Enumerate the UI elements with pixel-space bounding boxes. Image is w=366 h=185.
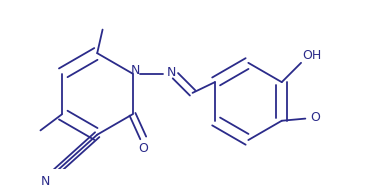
Text: OH: OH — [302, 49, 321, 62]
Text: N: N — [131, 64, 141, 77]
Text: N: N — [41, 175, 51, 185]
Text: O: O — [138, 142, 148, 155]
Text: O: O — [310, 111, 320, 124]
Text: N: N — [167, 66, 176, 79]
